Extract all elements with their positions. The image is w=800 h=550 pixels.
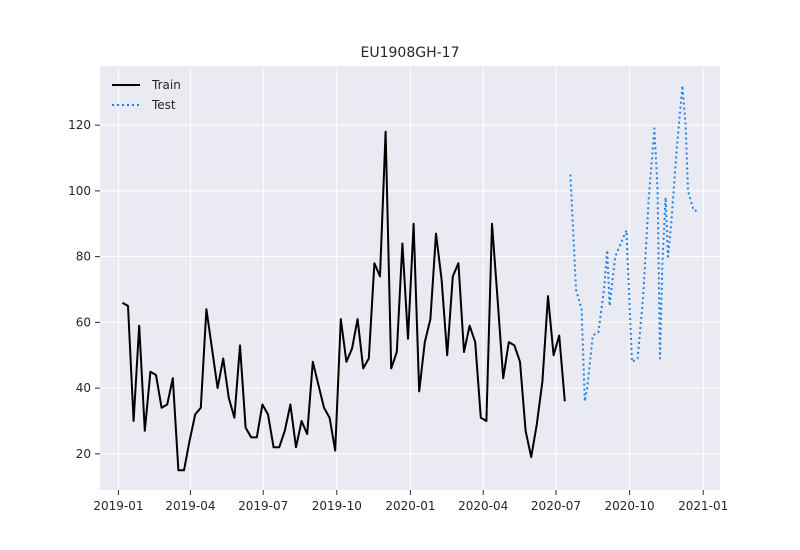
x-tick-label: 2020-07: [531, 499, 581, 513]
x-tick-label: 2019-04: [165, 499, 215, 513]
legend-label-test: Test: [151, 98, 176, 112]
legend-label-train: Train: [151, 78, 181, 92]
x-tick-label: 2020-10: [605, 499, 655, 513]
y-tick-label: 120: [68, 118, 91, 132]
series-line-train: [121, 130, 566, 472]
chart-title: EU1908GH-17: [361, 45, 460, 61]
x-tick-label: 2019-01: [93, 499, 143, 513]
x-tick-label: 2019-07: [238, 499, 288, 513]
x-tick-label: 2020-01: [385, 499, 435, 513]
y-tick-label: 20: [76, 447, 91, 461]
x-tick-label: 2020-04: [458, 499, 508, 513]
legend: Train Test: [112, 78, 181, 112]
x-tick-label: 2021-01: [678, 499, 728, 513]
series-layer: [121, 84, 700, 472]
x-axis: 2019-01 2019-04 2019-07 2019-10 2020-01 2020-…: [93, 490, 728, 513]
x-tick-label: 2019-10: [312, 499, 362, 513]
series-line-test: [569, 84, 700, 403]
y-tick-label: 80: [76, 250, 91, 264]
y-tick-label: 40: [76, 381, 91, 395]
y-tick-label: 100: [68, 184, 91, 198]
y-axis: 20 40 60 80 100 120: [68, 118, 100, 461]
grid-lines: [100, 66, 720, 490]
y-tick-label: 60: [76, 315, 91, 329]
